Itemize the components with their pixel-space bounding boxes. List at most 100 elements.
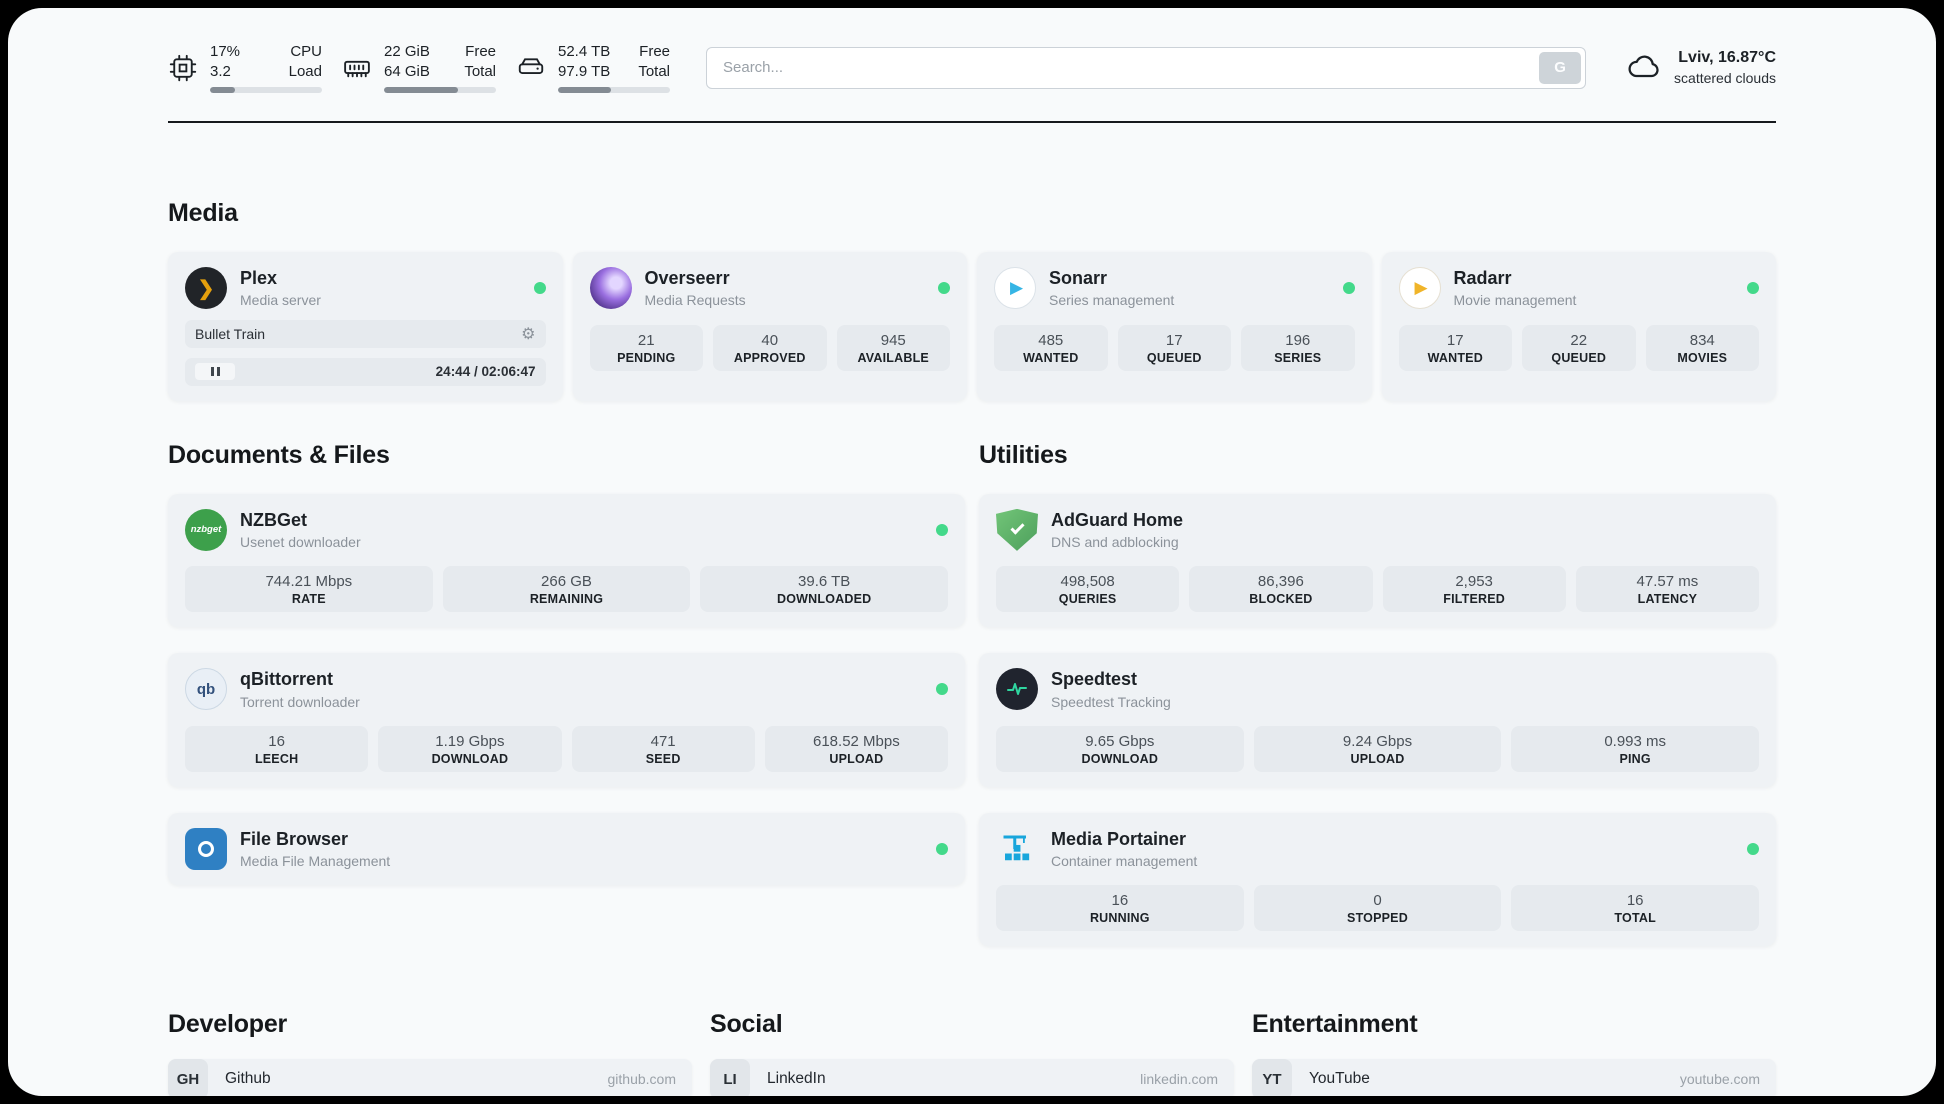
topbar-divider bbox=[168, 121, 1776, 123]
status-dot bbox=[936, 683, 948, 696]
stat-upload: 9.24 Gbps UPLOAD bbox=[1253, 725, 1502, 772]
stat-download: 1.19 Gbps DOWNLOAD bbox=[378, 725, 562, 772]
link-name: LinkedIn bbox=[767, 1070, 826, 1088]
weather-widget[interactable]: Lviv, 16.87°C scattered clouds bbox=[1626, 47, 1776, 87]
app-card-portainer[interactable]: Media Portainer Container management 16 … bbox=[979, 812, 1776, 947]
stat-seed: 471 SEED bbox=[571, 725, 755, 772]
link-abbr: GH bbox=[168, 1059, 208, 1096]
media-card-grid: ❯ Plex Media server Bullet Train ⚙ 24:44… bbox=[168, 252, 1776, 401]
stat-latency: 47.57 ms LATENCY bbox=[1575, 566, 1759, 613]
app-card-radarr[interactable]: ▶ Radarr Movie management 17 WANTED 22 Q… bbox=[1381, 252, 1776, 401]
cpu-usage-value: 17% bbox=[210, 43, 241, 60]
overseerr-icon bbox=[589, 267, 632, 310]
waveform-icon bbox=[1007, 683, 1027, 696]
stat-filtered: 2,953 FILTERED bbox=[1382, 566, 1566, 613]
app-title-overseerr: Overseerr bbox=[644, 268, 730, 288]
gear-icon[interactable]: ⚙ bbox=[521, 325, 536, 343]
status-dot bbox=[1342, 282, 1355, 295]
link-abbr: LI bbox=[710, 1059, 750, 1096]
app-desc-overseerr: Media Requests bbox=[644, 292, 746, 309]
status-dot bbox=[936, 523, 948, 536]
dashboard-page: 17% 3.2 CPU Load bbox=[8, 8, 1936, 1096]
stat-total: 16 TOTAL bbox=[1511, 885, 1759, 932]
app-title-radarr: Radarr bbox=[1453, 268, 1512, 288]
cpu-progress-track bbox=[210, 87, 322, 93]
weather-location: Lviv, 16.87°C bbox=[1678, 49, 1776, 67]
disk-progress-fill bbox=[558, 87, 611, 93]
app-card-nzbget[interactable]: nzbget NZBGet Usenet downloader 744.21 M… bbox=[168, 493, 965, 628]
pause-button[interactable] bbox=[195, 363, 235, 381]
section-title-entertainment: Entertainment bbox=[1252, 1010, 1418, 1039]
section-title-utilities: Utilities bbox=[979, 440, 1068, 469]
section-title-developer: Developer bbox=[168, 1010, 288, 1039]
app-title-filebrowser: File Browser bbox=[240, 828, 349, 849]
status-dot bbox=[533, 282, 546, 295]
cpu-load-label: Load bbox=[288, 62, 322, 80]
stat-downloaded: 39.6 TB DOWNLOADED bbox=[700, 566, 948, 613]
app-title-sonarr: Sonarr bbox=[1049, 268, 1108, 288]
app-title-portainer: Media Portainer bbox=[1051, 828, 1187, 849]
stat-pending: 21 PENDING bbox=[589, 324, 703, 371]
app-desc-filebrowser: Media File Management bbox=[240, 853, 391, 870]
ram-progress-fill bbox=[384, 87, 458, 93]
disk-total-label: Total bbox=[638, 62, 670, 80]
section-title-media: Media bbox=[168, 199, 238, 227]
link-github[interactable]: GH Github github.com bbox=[168, 1059, 692, 1096]
link-youtube[interactable]: YT YouTube youtube.com bbox=[1252, 1059, 1776, 1096]
app-desc-radarr: Movie management bbox=[1453, 292, 1577, 309]
stat-queued: 17 QUEUED bbox=[1117, 324, 1231, 371]
cpu-icon bbox=[169, 54, 197, 81]
cpu-monitor: 17% 3.2 CPU Load bbox=[168, 42, 322, 93]
now-playing-title: Bullet Train bbox=[195, 325, 266, 342]
search-input[interactable] bbox=[706, 46, 1587, 89]
section-title-documents: Documents & Files bbox=[168, 440, 390, 469]
filebrowser-icon bbox=[185, 828, 227, 871]
stat-approved: 40 APPROVED bbox=[713, 324, 827, 371]
app-title-plex: Plex bbox=[240, 268, 278, 288]
social-column: Social LI LinkedIn linkedin.com TW Twitt… bbox=[710, 1010, 1234, 1096]
link-linkedin[interactable]: LI LinkedIn linkedin.com bbox=[710, 1059, 1234, 1096]
status-dot bbox=[938, 282, 950, 295]
app-card-filebrowser[interactable]: File Browser Media File Management bbox=[168, 812, 965, 886]
disk-monitor: 52.4 TB 97.9 TB Free Total bbox=[516, 42, 670, 93]
cpu-load-value: 3.2 bbox=[210, 62, 231, 80]
speedtest-icon bbox=[996, 668, 1038, 711]
ram-icon bbox=[344, 60, 370, 77]
cpu-label: CPU bbox=[290, 43, 322, 60]
ram-total-value: 64 GiB bbox=[384, 62, 430, 80]
search-engine-button[interactable]: G bbox=[1539, 51, 1582, 84]
app-card-speedtest[interactable]: Speedtest Speedtest Tracking 9.65 Gbps D… bbox=[979, 653, 1776, 787]
app-card-plex[interactable]: ❯ Plex Media server Bullet Train ⚙ 24:44… bbox=[168, 252, 563, 401]
cloud-icon bbox=[1628, 56, 1659, 78]
app-card-sonarr[interactable]: ▶ Sonarr Series management 485 WANTED 17… bbox=[977, 252, 1372, 401]
adguard-icon bbox=[996, 508, 1038, 551]
app-card-overseerr[interactable]: Overseerr Media Requests 21 PENDING 40 A… bbox=[572, 252, 967, 401]
app-desc-plex: Media server bbox=[240, 292, 321, 309]
app-card-qbittorrent[interactable]: qb qBittorrent Torrent downloader 16 LEE… bbox=[168, 653, 965, 787]
topbar: 17% 3.2 CPU Load bbox=[168, 42, 1776, 93]
stat-available: 945 AVAILABLE bbox=[836, 324, 950, 371]
weather-condition: scattered clouds bbox=[1674, 69, 1776, 86]
app-card-adguard[interactable]: AdGuard Home DNS and adblocking 498,508 … bbox=[979, 493, 1776, 628]
status-dot bbox=[1747, 843, 1759, 856]
stat-queries: 498,508 QUERIES bbox=[996, 566, 1180, 613]
stat-stopped: 0 STOPPED bbox=[1253, 885, 1502, 932]
disk-total-value: 97.9 TB bbox=[558, 62, 611, 80]
player-controls-row: 24:44 / 02:06:47 bbox=[185, 357, 546, 386]
link-url: youtube.com bbox=[1679, 1071, 1760, 1088]
app-title-qbittorrent: qBittorrent bbox=[240, 669, 333, 690]
disk-progress-track bbox=[558, 87, 670, 93]
stat-blocked: 86,396 BLOCKED bbox=[1189, 566, 1373, 613]
stat-running: 16 RUNNING bbox=[996, 885, 1244, 932]
disk-free-value: 52.4 TB bbox=[558, 43, 611, 60]
app-desc-adguard: DNS and adblocking bbox=[1051, 533, 1179, 550]
nzbget-icon: nzbget bbox=[185, 508, 227, 551]
app-title-nzbget: NZBGet bbox=[240, 509, 307, 530]
stat-ping: 0.993 ms PING bbox=[1511, 725, 1759, 772]
stat-movies: 834 MOVIES bbox=[1645, 324, 1759, 371]
link-name: Github bbox=[225, 1070, 271, 1088]
link-url: linkedin.com bbox=[1140, 1071, 1218, 1088]
sonarr-icon: ▶ bbox=[994, 267, 1036, 310]
stat-leech: 16 LEECH bbox=[185, 725, 369, 772]
ram-free-value: 22 GiB bbox=[384, 43, 430, 60]
